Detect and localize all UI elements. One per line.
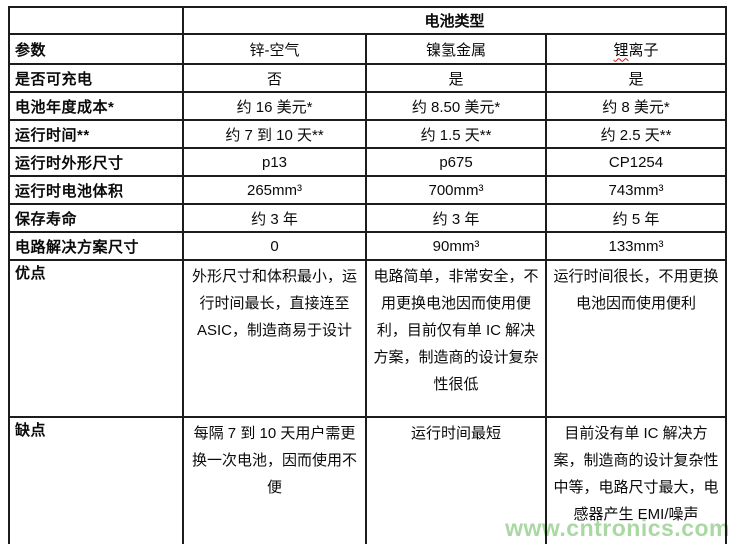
cell-value: 每隔 7 到 10 天用户需更换一次电池，因而使用不便 (182, 416, 367, 544)
cell-value: 运行时间很长，不用更换电池因而使用便利 (544, 259, 728, 418)
advantages-nimh-text: 电路简单，非常安全，不用更换电池因而使用便利，目前仅有单 IC 解决方案，制造商… (373, 268, 539, 393)
table-row-annual-cost: 电池年度成本* 约 16 美元* 约 8.50 美元* 约 8 美元* (8, 91, 728, 121)
disadvantages-li-ion-text: 目前没有单 IC 解决方案，制造商的设计复杂性中等，电路尺寸最大，电感器产生 E… (553, 425, 719, 523)
empty-corner-cell (8, 6, 184, 35)
cell-value: 265mm³ (182, 175, 367, 205)
cell-value: 外形尺寸和体积最小，运行时间最长，直接连至 ASIC，制造商易于设计 (182, 259, 367, 418)
row-label: 运行时间** (8, 119, 184, 149)
table-row-advantages: 优点 外形尺寸和体积最小，运行时间最长，直接连至 ASIC，制造商易于设计 电路… (8, 259, 728, 418)
row-label: 优点 (8, 259, 184, 418)
disadvantages-zinc-air-text: 每隔 7 到 10 天用户需更换一次电池，因而使用不便 (191, 425, 357, 496)
disadvantages-nimh-text: 运行时间最短 (410, 425, 501, 442)
cell-value: 是 (544, 63, 728, 93)
table-row-rechargeable: 是否可充电 否 是 是 (8, 63, 728, 93)
cell-value: p675 (365, 147, 547, 177)
battery-type-header: 电池类型 (181, 6, 728, 35)
table-row: 电池类型 (8, 6, 728, 35)
cell-value: p13 (182, 147, 367, 177)
table-row-shelf-life: 保存寿命 约 3 年 约 3 年 约 5 年 (8, 203, 728, 233)
row-label: 电路解决方案尺寸 (8, 231, 184, 261)
param-header: 参数 (8, 33, 184, 65)
cell-value: 0 (182, 231, 367, 261)
table-row-run-time: 运行时间** 约 7 到 10 天** 约 1.5 天** 约 2.5 天** (8, 119, 728, 149)
cell-value: 约 7 到 10 天** (182, 119, 367, 149)
cell-value: 运行时间最短 (365, 416, 547, 544)
cell-value: 约 5 年 (544, 203, 728, 233)
cell-value: 约 8 美元* (544, 91, 728, 121)
cell-value: CP1254 (544, 147, 728, 177)
row-label: 是否可充电 (8, 63, 184, 93)
advantages-li-ion-text: 运行时间很长，不用更换电池因而使用便利 (553, 268, 719, 312)
cell-value: 约 3 年 (182, 203, 367, 233)
battery-comparison-table: 电池类型 参数 锌-空气 镍氢金属 锂离子 是否可充电 否 是 是 电池年度成本… (8, 6, 728, 544)
table-row: 参数 锌-空气 镍氢金属 锂离子 (8, 33, 728, 65)
cell-value: 700mm³ (365, 175, 547, 205)
row-label: 缺点 (8, 416, 184, 544)
cell-value: 约 1.5 天** (365, 119, 547, 149)
cell-value: 约 8.50 美元* (365, 91, 547, 121)
advantages-zinc-air-text: 外形尺寸和体积最小，运行时间最长，直接连至 ASIC，制造商易于设计 (191, 268, 357, 339)
table-row-circuit-size: 电路解决方案尺寸 0 90mm³ 133mm³ (8, 231, 728, 261)
col-header-zinc-air: 锌-空气 (182, 33, 367, 65)
cell-value: 90mm³ (365, 231, 547, 261)
row-label: 运行时外形尺寸 (8, 147, 184, 177)
cell-value: 是 (365, 63, 547, 93)
table-row-form-factor: 运行时外形尺寸 p13 p675 CP1254 (8, 147, 728, 177)
cell-value: 约 3 年 (365, 203, 547, 233)
row-label: 电池年度成本* (8, 91, 184, 121)
table-row-battery-volume: 运行时电池体积 265mm³ 700mm³ 743mm³ (8, 175, 728, 205)
cell-value: 743mm³ (544, 175, 728, 205)
cell-value: 目前没有单 IC 解决方案，制造商的设计复杂性中等，电路尺寸最大，电感器产生 E… (544, 416, 728, 544)
col-header-li-ion: 锂离子 (544, 33, 728, 65)
table-row-disadvantages: 缺点 每隔 7 到 10 天用户需更换一次电池，因而使用不便 运行时间最短 目前… (8, 416, 728, 544)
cell-value: 约 2.5 天** (544, 119, 728, 149)
cell-value: 133mm³ (544, 231, 728, 261)
row-label: 保存寿命 (8, 203, 184, 233)
cell-value: 电路简单，非常安全，不用更换电池因而使用便利，目前仅有单 IC 解决方案，制造商… (365, 259, 547, 418)
cell-value: 否 (182, 63, 367, 93)
col-header-li-ion-label: 锂离子 (613, 41, 659, 59)
row-label: 运行时电池体积 (8, 175, 184, 205)
cell-value: 约 16 美元* (182, 91, 367, 121)
col-header-nimh: 镍氢金属 (365, 33, 547, 65)
